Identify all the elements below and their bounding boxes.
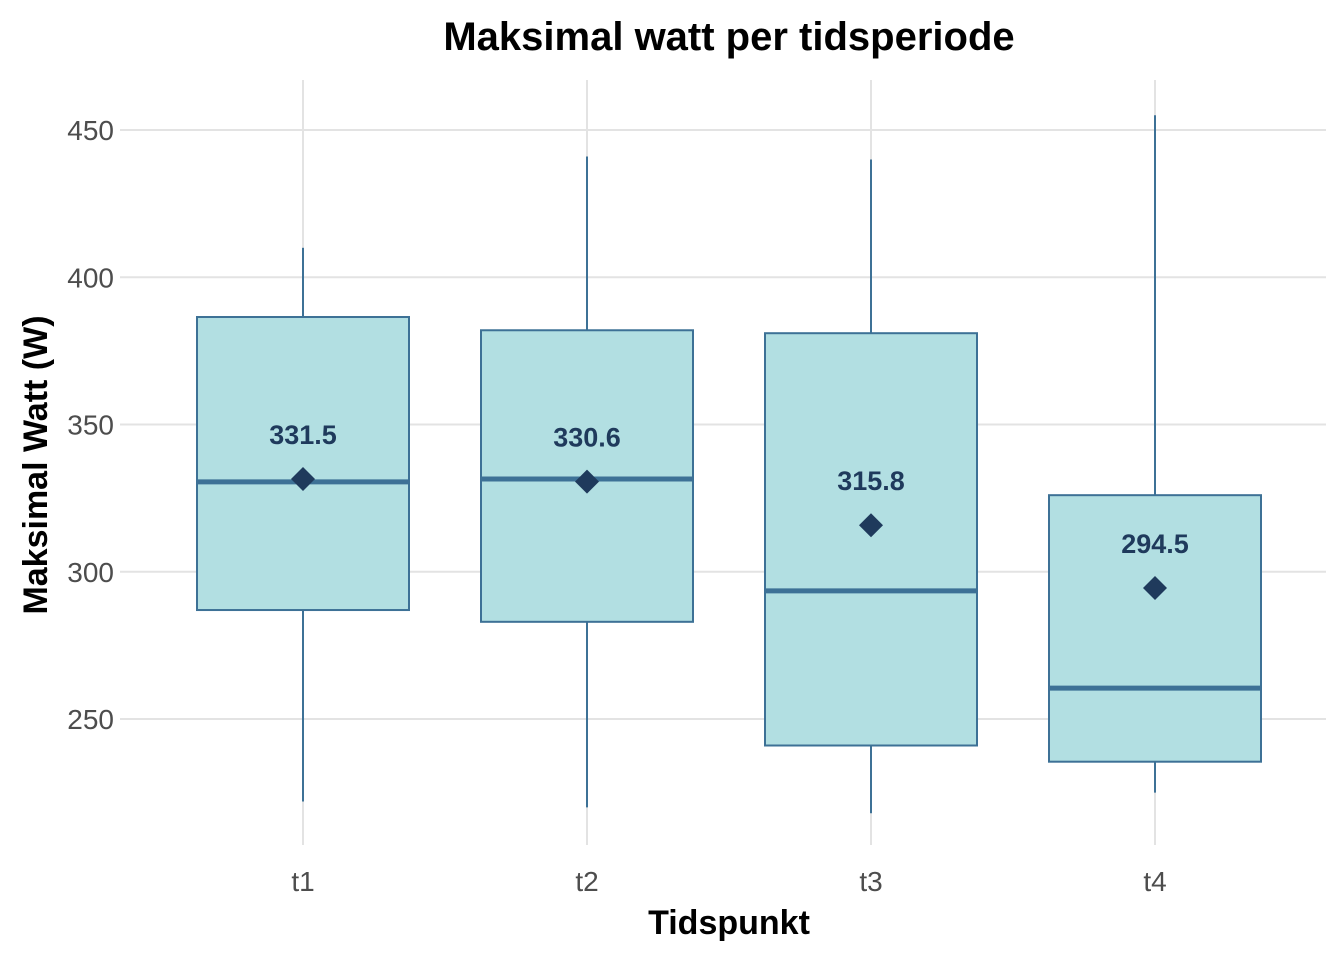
x-tick-label-t1: t1 — [291, 866, 314, 897]
y-tick-label-350: 350 — [67, 410, 114, 441]
y-axis-title: Maksimal Watt (W) — [17, 315, 55, 614]
mean-marker-t2 — [575, 469, 599, 494]
y-tick-label-300: 300 — [67, 557, 114, 588]
mean-marker-t1 — [291, 466, 315, 491]
box-group-t3 — [764, 159, 978, 814]
x-tick-label-t4: t4 — [1143, 866, 1166, 897]
mean-marker-t4 — [1143, 575, 1167, 600]
mean-label-t2: 330.6 — [553, 423, 621, 453]
mean-label-t4: 294.5 — [1121, 529, 1189, 559]
box-group-t4 — [1048, 115, 1262, 793]
y-tick-label-450: 450 — [67, 115, 114, 146]
y-tick-label-400: 400 — [67, 262, 114, 293]
mean-markers: 331.5 330.6 315.8 294.5 — [269, 420, 1189, 600]
y-tick-label-250: 250 — [67, 704, 114, 735]
mean-label-t3: 315.8 — [837, 466, 905, 496]
x-axis-title: Tidspunkt — [648, 904, 810, 942]
x-axis-ticks: t1 t2 t3 t4 — [291, 866, 1166, 897]
box-t3 — [764, 332, 978, 747]
boxes — [196, 115, 1262, 814]
mean-marker-t3 — [859, 513, 883, 538]
y-axis-ticks: 250 300 350 400 450 — [67, 115, 114, 735]
x-tick-label-t2: t2 — [575, 866, 598, 897]
box-t1 — [196, 316, 410, 612]
box-t4 — [1048, 494, 1262, 763]
chart-title: Maksimal watt per tidsperiode — [443, 15, 1014, 59]
mean-label-t1: 331.5 — [269, 420, 337, 450]
x-tick-label-t3: t3 — [859, 866, 882, 897]
box-group-t1 — [196, 247, 410, 802]
